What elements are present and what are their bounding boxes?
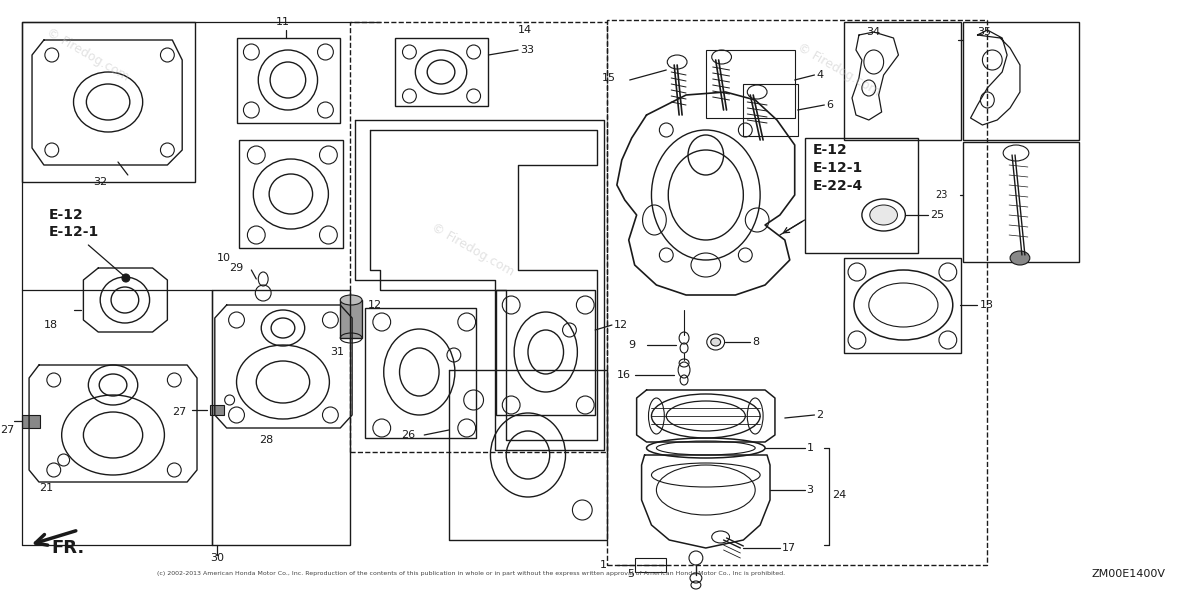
Text: © Firedog.com: © Firedog.com [794, 41, 881, 99]
Text: © Firedog.com: © Firedog.com [430, 221, 517, 279]
Bar [844, 258, 961, 353]
Text: 6: 6 [826, 100, 833, 110]
Text: 18: 18 [44, 320, 58, 330]
Bar [394, 38, 489, 106]
Text: 24: 24 [832, 490, 846, 500]
Text: 28: 28 [260, 435, 274, 445]
Bar [805, 138, 918, 253]
Bar [236, 38, 340, 123]
Text: (c) 2002-2013 American Honda Motor Co., Inc. Reproduction of the contents of thi: (c) 2002-2013 American Honda Motor Co., … [157, 572, 786, 576]
Bar [240, 140, 343, 248]
Bar [210, 405, 224, 415]
Text: 5: 5 [627, 569, 634, 579]
Text: E-12: E-12 [48, 208, 84, 222]
Ellipse shape [1010, 251, 1030, 265]
Text: 13: 13 [979, 300, 994, 310]
Bar [340, 300, 362, 338]
Text: 8: 8 [752, 337, 760, 347]
Bar [497, 290, 595, 415]
Text: 17: 17 [782, 543, 796, 553]
Text: 34: 34 [866, 27, 880, 37]
Bar [212, 290, 350, 545]
Text: 1: 1 [807, 443, 813, 453]
Text: 30: 30 [210, 553, 224, 563]
Text: 27: 27 [172, 407, 186, 417]
Bar [22, 415, 40, 428]
Text: © Firedog.com: © Firedog.com [44, 26, 131, 84]
Text: 12: 12 [368, 300, 382, 310]
Text: 21: 21 [39, 483, 53, 493]
Text: 9: 9 [629, 340, 636, 350]
Text: 25: 25 [930, 210, 944, 220]
Ellipse shape [340, 295, 362, 305]
Text: 27: 27 [0, 425, 14, 435]
Text: 32: 32 [93, 177, 107, 187]
Bar [350, 22, 607, 452]
Text: ZM00E1400V: ZM00E1400V [1092, 569, 1165, 579]
Ellipse shape [122, 274, 130, 282]
Text: 35: 35 [977, 27, 991, 37]
Text: FR.: FR. [52, 539, 85, 557]
Ellipse shape [710, 338, 721, 346]
Text: 14: 14 [518, 25, 532, 35]
Bar [963, 142, 1080, 262]
Text: 3: 3 [807, 485, 813, 495]
Text: 26: 26 [401, 430, 415, 440]
Text: 4: 4 [817, 70, 824, 80]
Text: E-12: E-12 [813, 143, 847, 157]
Text: 29: 29 [230, 263, 244, 273]
Text: 16: 16 [617, 370, 631, 380]
Text: E-12-1: E-12-1 [48, 225, 99, 239]
Ellipse shape [870, 205, 898, 225]
Text: 11: 11 [276, 17, 290, 27]
Text: 1: 1 [601, 560, 607, 570]
Text: 2: 2 [817, 410, 824, 420]
Bar [844, 22, 961, 140]
Text: 15: 15 [602, 73, 616, 83]
Bar [706, 50, 794, 118]
Bar [743, 84, 798, 136]
Bar [365, 308, 476, 438]
Text: 10: 10 [217, 253, 231, 263]
Bar [963, 22, 1080, 140]
Text: 31: 31 [330, 347, 345, 357]
Text: 33: 33 [520, 45, 535, 55]
Text: 12: 12 [614, 320, 628, 330]
Bar [635, 558, 667, 572]
Bar [22, 22, 195, 182]
Text: E-22-4: E-22-4 [813, 179, 863, 193]
Text: 23: 23 [936, 190, 948, 200]
Text: E-12-1: E-12-1 [813, 161, 863, 175]
Bar [607, 20, 988, 565]
